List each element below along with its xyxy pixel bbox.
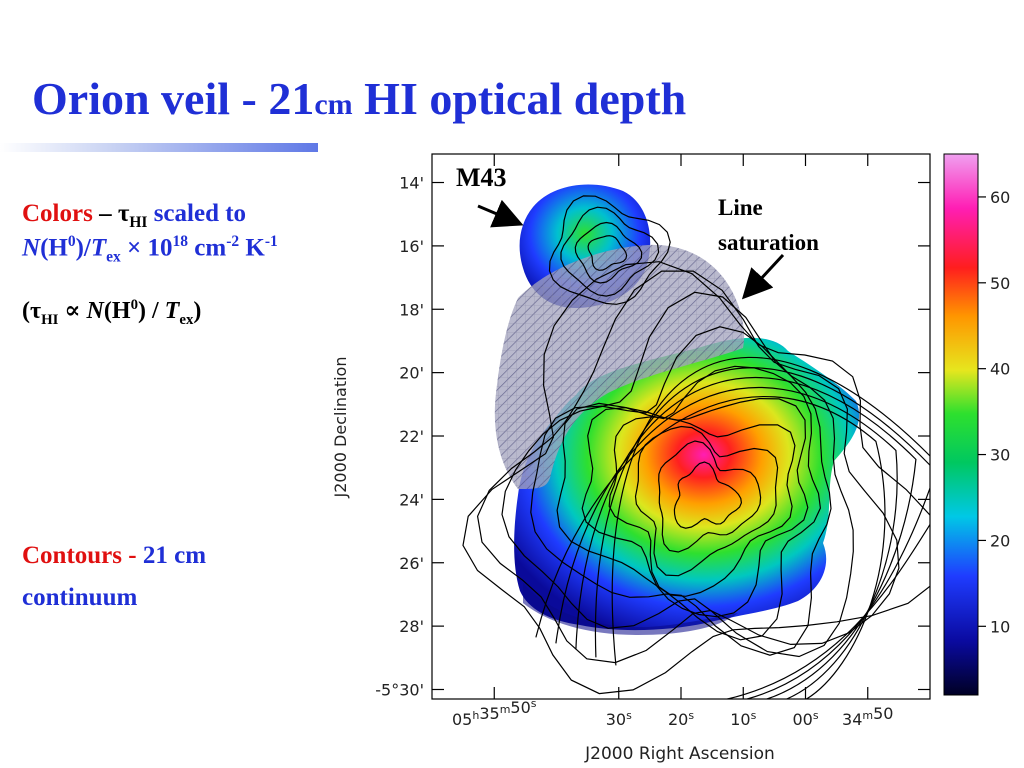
contours-description-line2: continuum xyxy=(22,584,138,611)
x-tick-label: 20s xyxy=(668,709,694,729)
x-tick-label: 05h35m50s xyxy=(452,697,537,729)
x-tick-label: 00s xyxy=(792,709,818,729)
slash: )/ xyxy=(75,234,91,262)
prop-open: ( xyxy=(22,298,30,324)
y-axis-title: J2000 Declination xyxy=(331,357,350,499)
y-tick-label: 22' xyxy=(399,427,424,446)
prop-h: (H xyxy=(103,298,131,324)
prop-n: N xyxy=(86,298,104,324)
contour-line xyxy=(556,365,822,641)
n-symbol: N xyxy=(22,234,41,262)
contour-line-m43 xyxy=(587,235,628,271)
y-axis-ticks: 14' 16' 18' 20' 22' 24' 26' 28' -5°30' xyxy=(375,174,930,699)
contour-line xyxy=(581,397,809,618)
contour-line xyxy=(673,461,743,529)
x-tick-label: 30s xyxy=(606,709,632,729)
m43-label: M43 xyxy=(456,163,507,192)
contour-line-outer xyxy=(611,356,930,699)
colorbar-tick-label: 50 xyxy=(990,274,1010,293)
title-unit: cm xyxy=(314,88,353,121)
contour-line xyxy=(462,261,930,695)
contour-line xyxy=(634,425,779,577)
contour-line xyxy=(476,270,900,664)
slide-title: Orion veil - 21cm HI optical depth xyxy=(32,72,686,125)
title-main: Orion veil - 21 xyxy=(32,73,315,124)
colorbar xyxy=(943,153,979,696)
x-tick-label: 10s xyxy=(730,709,756,729)
proportionality-line: (τHI ∝ N(H0) / Tex) xyxy=(22,296,201,330)
tau-symbol: τ xyxy=(117,200,130,227)
y-tick-label: 18' xyxy=(399,300,424,319)
x-axis-ticks: 05h35m50s 30s 20s 10s 00s 34m50 xyxy=(452,154,893,729)
x-axis-title: J2000 Right Ascension xyxy=(584,744,775,764)
contours-description-line1: Contours - 21 cm xyxy=(22,540,206,572)
h-superscript: 0 xyxy=(67,233,76,250)
title-rest: HI optical depth xyxy=(352,73,687,124)
prop-t: T xyxy=(164,298,180,324)
colorbar-tick-label: 40 xyxy=(990,360,1010,379)
line-saturation-label-2: saturation xyxy=(718,229,819,255)
times-ten: × 10 xyxy=(120,234,173,262)
y-tick-label: 28' xyxy=(399,617,424,636)
line-saturation-label: Line saturation xyxy=(718,191,819,260)
main-cloud-lower-dark xyxy=(523,583,738,635)
contours-label: Contours - xyxy=(22,542,137,569)
colorbar-tick-label: 30 xyxy=(990,446,1010,465)
colors-label: Colors xyxy=(22,200,93,227)
cm-exp: -2 xyxy=(226,233,240,250)
h-symbol: (H xyxy=(40,234,68,262)
contours-value: 21 cm xyxy=(136,542,207,569)
prop-tau-sub: HI xyxy=(41,311,59,328)
k-unit: K xyxy=(239,234,265,262)
y-tick-label: 16' xyxy=(399,237,424,256)
t-symbol: T xyxy=(90,234,107,262)
contour-line-m43 xyxy=(548,195,671,305)
k-exp: -1 xyxy=(264,233,278,250)
prop-tau: τ xyxy=(30,298,42,324)
line-saturation-label-1: Line xyxy=(718,195,763,220)
contour-line xyxy=(608,416,796,597)
y-tick-label: 20' xyxy=(399,364,424,383)
contour-line-m43 xyxy=(574,221,643,284)
colors-description-line2: N(H0)/Tex × 1018 cm-2 K-1 xyxy=(22,232,278,267)
colors-dash: – xyxy=(92,200,118,227)
line-saturation-grid xyxy=(494,244,745,489)
prop-t-sub: ex xyxy=(179,311,194,328)
contour-line-outer xyxy=(535,396,886,699)
t-subscript: ex xyxy=(106,248,121,266)
colorbar-tick-label: 10 xyxy=(990,617,1010,636)
colors-description-line1: Colors – τHI scaled to xyxy=(22,198,246,233)
contour-line-outer xyxy=(555,386,898,699)
y-tick-label: 24' xyxy=(399,490,424,509)
colors-scaled-text: scaled to xyxy=(147,200,247,227)
prop-slash: ) / xyxy=(138,298,165,324)
cm-unit: cm xyxy=(188,234,227,262)
x-tick-label: 34m50 xyxy=(842,704,893,729)
prop-h-sup: 0 xyxy=(130,297,138,313)
contour-line-m43 xyxy=(560,206,660,297)
contour-line-outer xyxy=(594,367,930,699)
propto: ∝ xyxy=(58,298,87,324)
optical-depth-map: 14' 16' 18' 20' 22' 24' 26' 28' -5°30' 05h35m50s… xyxy=(318,143,1024,768)
contour-line-outer xyxy=(575,376,917,699)
y-tick-label: 26' xyxy=(399,554,424,573)
emission-layer xyxy=(462,184,930,699)
colorbar-ticks: 10 20 30 40 50 60 xyxy=(978,188,1010,636)
contour-line xyxy=(530,326,832,656)
prop-close: ) xyxy=(193,298,202,324)
tau-subscript: HI xyxy=(129,214,148,231)
chart-svg: 14' 16' 18' 20' 22' 24' 26' 28' -5°30' 05h35m50s… xyxy=(331,153,1010,764)
contour-line xyxy=(658,440,762,553)
colorbar-tick-label: 60 xyxy=(990,188,1010,207)
y-tick-label: -5°30' xyxy=(375,680,424,699)
exp18: 18 xyxy=(172,233,189,250)
title-underline xyxy=(0,143,318,152)
continuum-contours xyxy=(462,195,930,699)
y-tick-label: 14' xyxy=(399,174,424,193)
colorbar-tick-label: 20 xyxy=(990,531,1010,550)
